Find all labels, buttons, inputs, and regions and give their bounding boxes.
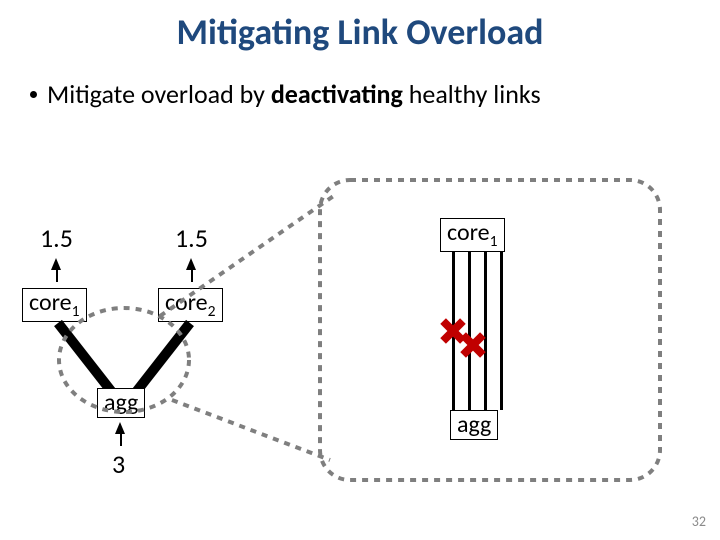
left-agg-label: agg bbox=[104, 388, 138, 417]
bullet-dot-icon bbox=[30, 91, 37, 98]
left-core2-label: core bbox=[165, 288, 208, 317]
right-agg-label: agg bbox=[457, 410, 491, 439]
right-agg-node: agg bbox=[450, 410, 498, 440]
bullet-row: Mitigate overload by deactivating health… bbox=[30, 78, 541, 110]
left-core2-sub: 2 bbox=[208, 302, 216, 321]
callout-connector-bottom-icon bbox=[172, 400, 330, 460]
left-val2: 1.5 bbox=[175, 222, 208, 254]
bullet-text: Mitigate overload by deactivating health… bbox=[47, 78, 541, 110]
arrow-up-icon bbox=[51, 258, 61, 270]
arrow-stem-icon bbox=[120, 432, 122, 446]
arrow-stem-icon bbox=[191, 268, 193, 282]
right-core1-sub: 1 bbox=[490, 232, 498, 251]
bullet-pre: Mitigate overload by bbox=[47, 78, 271, 110]
slide-title-text: Mitigating Link Overload bbox=[177, 10, 544, 54]
right-link-3 bbox=[484, 252, 487, 410]
left-core1-node: core1 bbox=[22, 288, 87, 322]
left-core1-label: core bbox=[29, 288, 72, 317]
right-core1-label: core bbox=[447, 218, 490, 247]
left-bottom-val: 3 bbox=[112, 448, 125, 480]
right-core1-node: core1 bbox=[440, 218, 505, 252]
x-mark-icon bbox=[460, 332, 486, 358]
left-core1-sub: 1 bbox=[72, 302, 80, 321]
left-core2-node: core2 bbox=[158, 288, 223, 322]
right-link-4 bbox=[500, 252, 503, 410]
right-link-2 bbox=[468, 252, 471, 410]
arrow-up-icon bbox=[115, 422, 125, 434]
bullet-post: healthy links bbox=[403, 78, 541, 110]
slide-number: 32 bbox=[692, 513, 706, 530]
left-agg-node: agg bbox=[97, 388, 145, 418]
bullet-bold: deactivating bbox=[271, 78, 403, 110]
arrow-up-icon bbox=[186, 258, 196, 270]
left-val1: 1.5 bbox=[40, 222, 73, 254]
arrow-stem-icon bbox=[56, 268, 58, 282]
slide-title: Mitigating Link Overload bbox=[0, 10, 720, 54]
